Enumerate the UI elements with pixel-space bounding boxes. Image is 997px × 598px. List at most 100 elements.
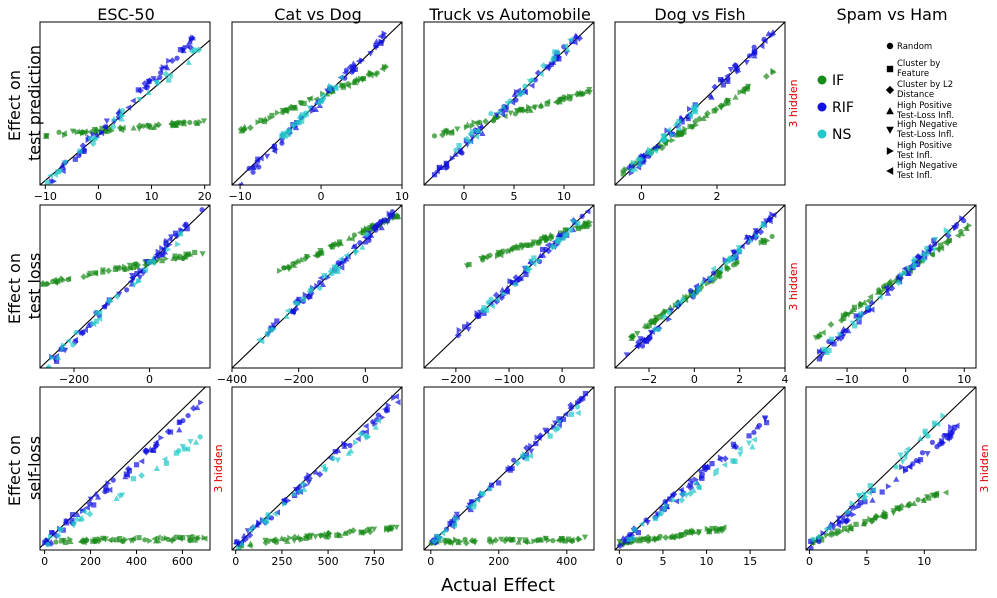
point-if <box>267 115 274 122</box>
point-if <box>67 538 74 545</box>
point-ns <box>736 445 743 453</box>
point-if <box>327 242 333 249</box>
point-ns <box>296 120 302 126</box>
point-ns <box>522 451 528 458</box>
point-ns <box>669 131 676 138</box>
point-ns <box>166 77 172 83</box>
point-ns <box>660 313 668 321</box>
point-if <box>816 333 823 340</box>
point-rif <box>924 451 931 457</box>
point-if <box>308 532 315 539</box>
point-ns <box>354 248 360 255</box>
point-if <box>655 534 662 541</box>
point-ns <box>363 231 371 238</box>
point-if <box>44 281 50 287</box>
point-ns <box>721 461 728 469</box>
point-if <box>340 82 346 88</box>
point-if <box>177 535 184 542</box>
point-if <box>853 521 859 527</box>
point-rif <box>84 504 90 511</box>
point-ns <box>823 527 831 534</box>
point-rif <box>459 150 465 156</box>
point-rif <box>666 316 673 323</box>
point-if <box>345 82 351 90</box>
point-ns <box>197 434 203 440</box>
point-ns <box>488 302 495 310</box>
point-if <box>105 267 112 275</box>
point-rif <box>535 434 542 441</box>
point-rif <box>762 416 769 423</box>
point-if <box>317 250 323 256</box>
point-ns <box>940 412 947 419</box>
point-rif <box>670 492 676 498</box>
panel-r1-c2: −200 −100 0 <box>423 204 595 386</box>
x-tick-label: 0 <box>41 555 48 568</box>
point-rif <box>730 441 737 447</box>
point-ns <box>735 245 742 251</box>
point-ns <box>306 105 313 112</box>
point-rif <box>106 486 113 494</box>
point-rif <box>888 284 896 292</box>
point-ns <box>453 147 459 153</box>
point-ns <box>735 247 743 255</box>
point-if <box>629 333 637 340</box>
point-rif <box>938 438 945 444</box>
point-if <box>199 251 206 258</box>
point-rif <box>582 390 589 397</box>
point-rif <box>383 408 390 414</box>
point-rif <box>341 443 348 449</box>
point-ns <box>90 321 97 328</box>
point-ns <box>343 252 350 259</box>
point-if <box>543 237 549 243</box>
point-ns <box>519 89 525 96</box>
point-rif <box>840 325 847 332</box>
point-ns <box>130 476 137 482</box>
point-ns <box>524 456 530 462</box>
panel-r2-c1: 0 250 500 750 <box>231 386 403 568</box>
point-if <box>874 289 882 295</box>
point-if <box>954 232 961 239</box>
legend-label-ns: NS <box>832 127 851 143</box>
point-rif <box>552 420 559 427</box>
point-ns <box>238 540 246 547</box>
point-rif <box>101 302 107 310</box>
x-tick-label: 10 <box>145 190 159 203</box>
plot-area <box>232 205 402 368</box>
point-if <box>302 533 309 540</box>
point-if <box>501 537 509 545</box>
point-rif <box>868 298 876 305</box>
legend-dot-if <box>817 75 827 85</box>
point-rif <box>687 480 694 487</box>
point-rif <box>375 412 381 418</box>
point-ns <box>307 285 315 293</box>
point-ns <box>345 450 352 456</box>
point-if <box>547 231 554 238</box>
x-tick-label: 0 <box>318 190 325 203</box>
point-ns <box>501 290 507 297</box>
point-rif <box>174 55 180 61</box>
point-rif <box>929 439 936 446</box>
point-rif <box>190 404 197 412</box>
point-if <box>769 233 775 240</box>
point-ns <box>271 510 278 518</box>
x-tick-label: 10 <box>917 555 931 568</box>
point-if <box>106 537 113 544</box>
point-rif <box>362 238 369 245</box>
point-if <box>518 107 524 113</box>
point-ns <box>78 514 86 521</box>
point-ns <box>821 346 827 352</box>
point-if <box>663 308 669 315</box>
point-ns <box>637 156 645 163</box>
point-rif <box>103 118 110 125</box>
point-if <box>662 534 670 541</box>
point-ns <box>265 512 271 518</box>
point-if <box>881 513 887 520</box>
point-if <box>923 494 931 500</box>
point-if <box>53 539 59 545</box>
legend-methods: IF RIF NS <box>817 73 854 143</box>
point-ns <box>353 439 359 446</box>
x-tick-label: 0 <box>232 555 239 568</box>
point-ns <box>119 112 126 119</box>
point-if <box>360 227 367 235</box>
point-ns <box>943 227 950 234</box>
